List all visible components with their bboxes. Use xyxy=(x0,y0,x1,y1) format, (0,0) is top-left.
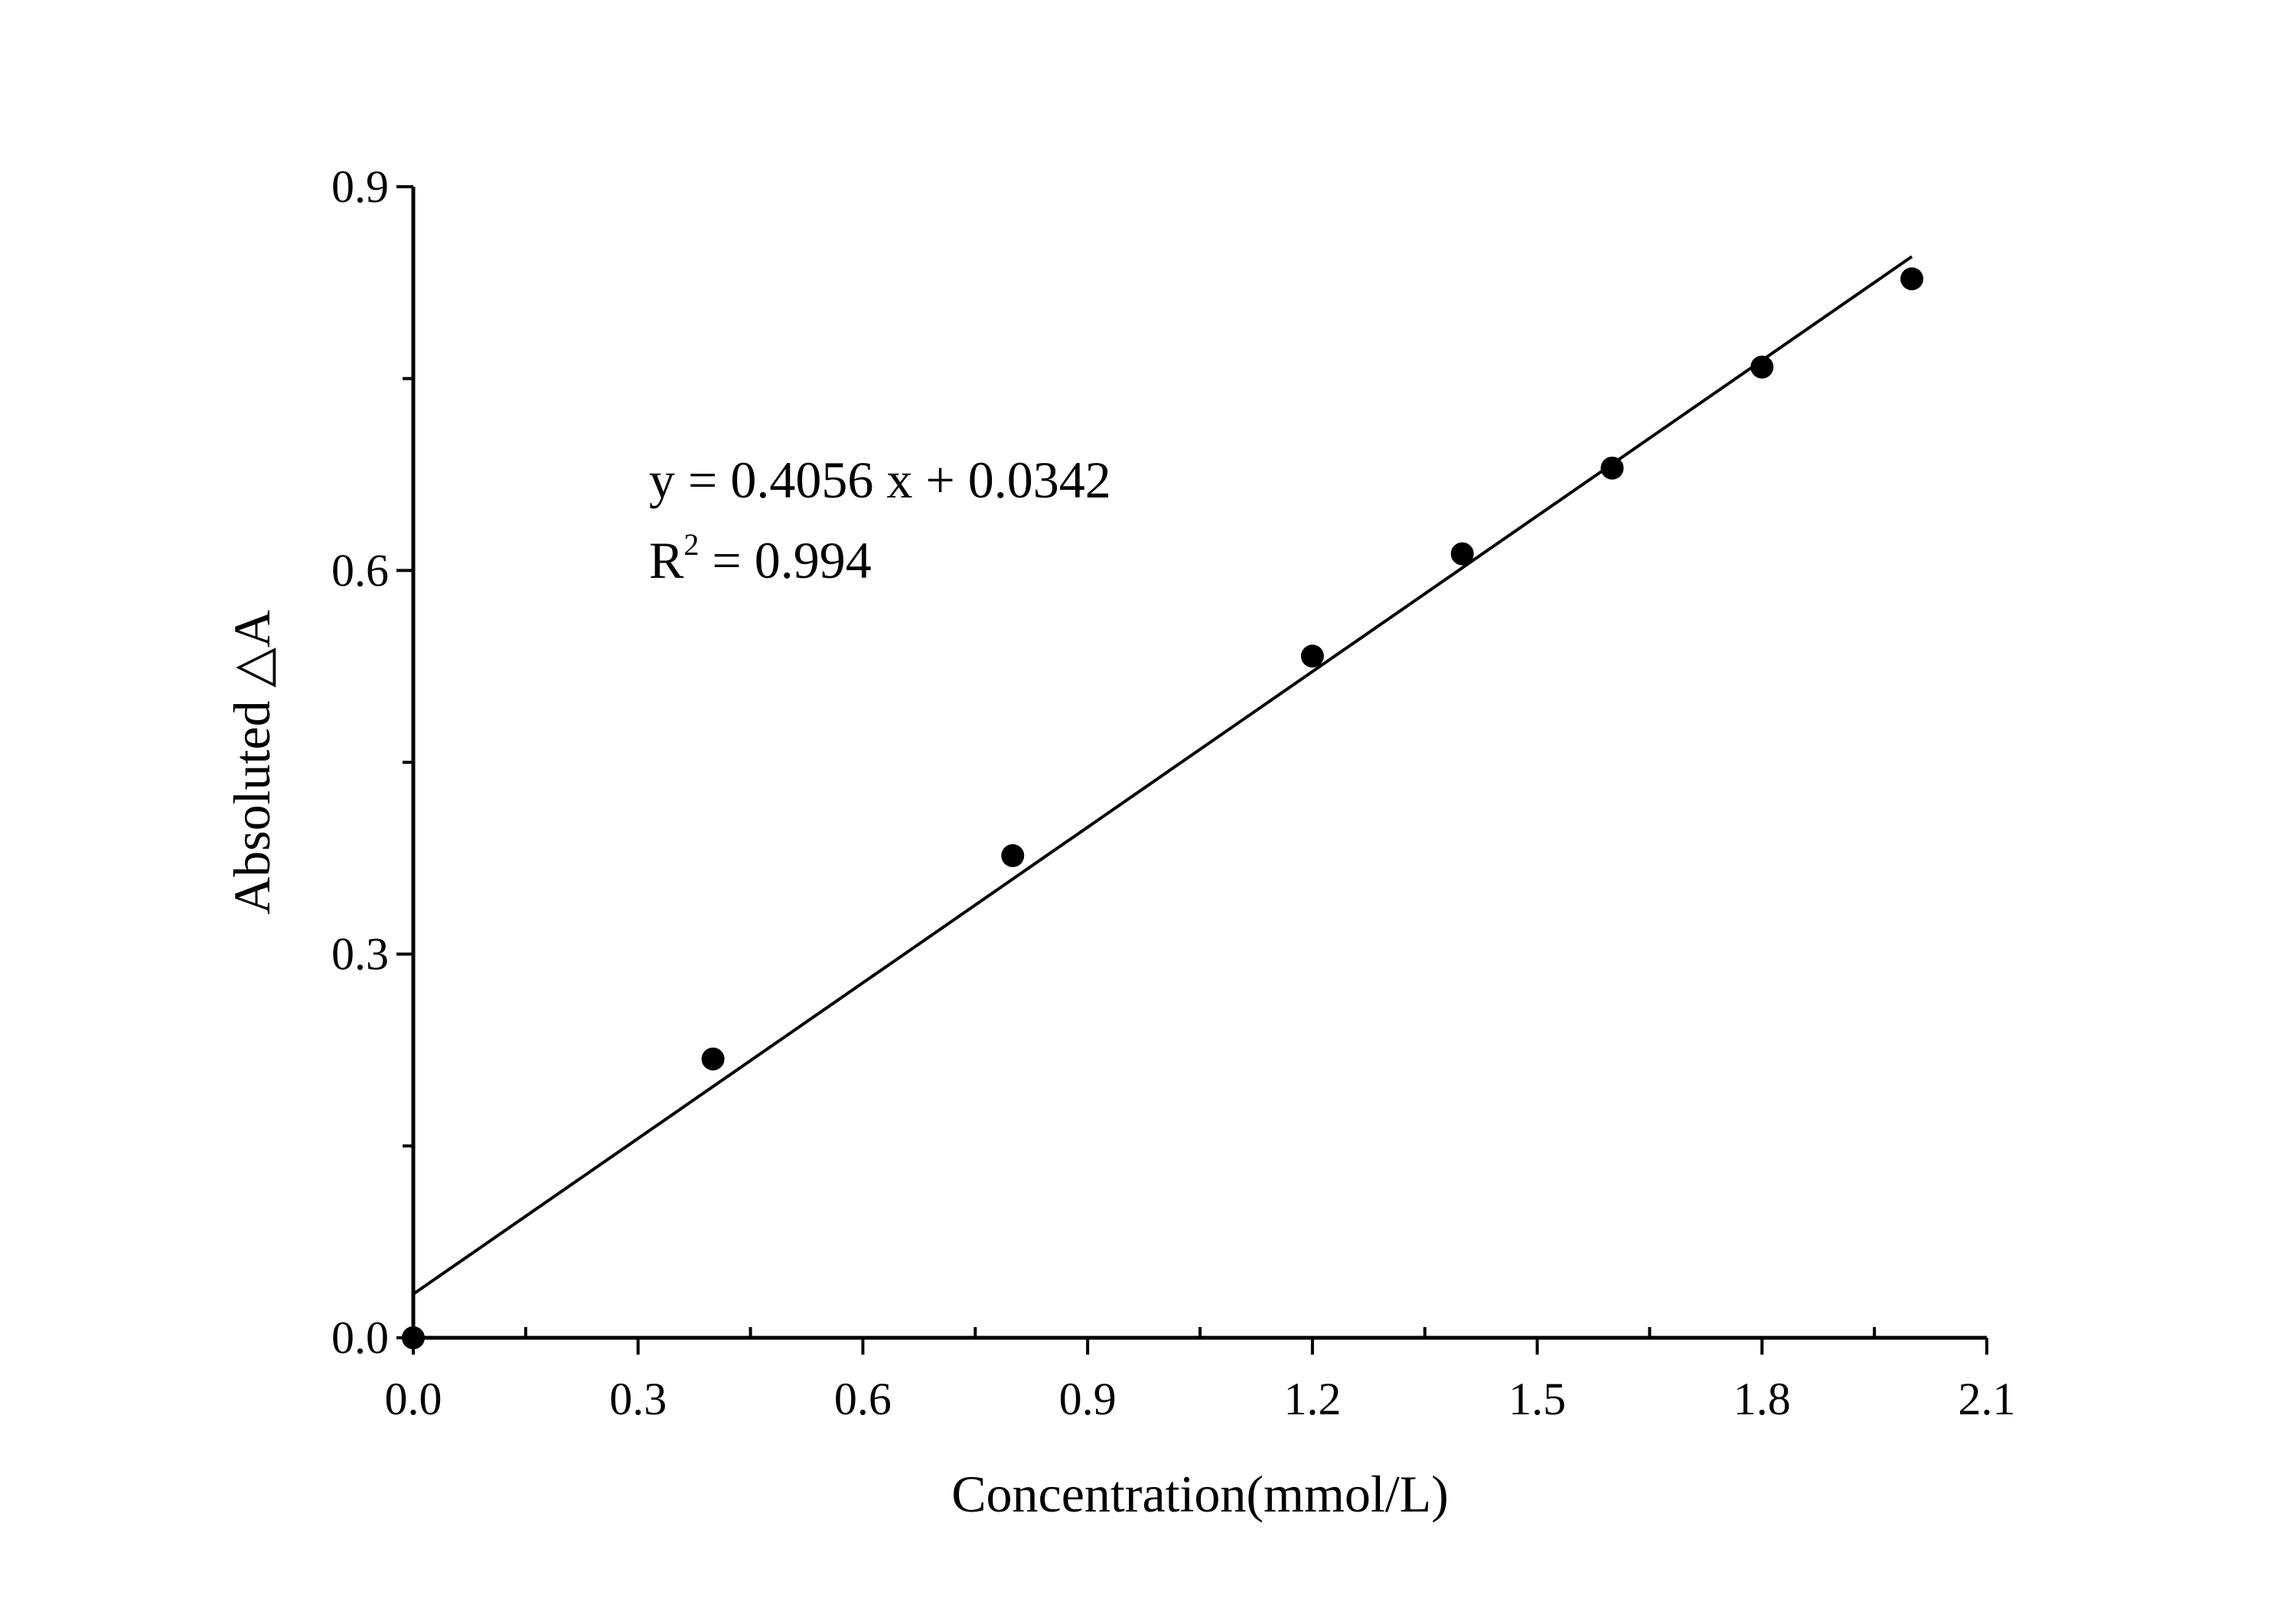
x-axis-title: Concentration(mmol/L) xyxy=(951,1465,1449,1523)
r-squared: R2 = 0.994 xyxy=(649,527,872,589)
data-point xyxy=(1001,843,1025,867)
fit-line-group xyxy=(412,255,1913,1296)
y-axis-title: Absoluted △A xyxy=(223,610,281,915)
y-tick-label: 0.9 xyxy=(331,161,389,212)
y-tick-label: 0.0 xyxy=(331,1313,389,1363)
x-tick-label: 1.8 xyxy=(1733,1374,1791,1424)
fit-equation: y = 0.4056 x + 0.0342 xyxy=(649,451,1111,509)
x-tick-label: 1.2 xyxy=(1283,1374,1341,1424)
data-point xyxy=(1450,542,1474,566)
y-tick-label: 0.3 xyxy=(331,929,389,980)
x-tick-label: 0.3 xyxy=(609,1374,667,1424)
data-point xyxy=(402,1326,425,1349)
x-tick-label: 0.0 xyxy=(385,1374,442,1424)
data-points xyxy=(402,267,1924,1349)
x-tick-label: 0.9 xyxy=(1059,1374,1117,1424)
x-tick-label: 0.6 xyxy=(834,1374,892,1424)
y-tick-label: 0.6 xyxy=(331,545,389,595)
x-tick-label: 2.1 xyxy=(1958,1374,2016,1424)
fit-line xyxy=(412,255,1913,1296)
data-point xyxy=(1900,267,1924,291)
axes xyxy=(411,187,1987,1340)
data-point xyxy=(1300,644,1324,668)
data-point xyxy=(1600,456,1624,480)
x-tick-label: 1.5 xyxy=(1508,1374,1566,1424)
data-point xyxy=(1750,355,1774,379)
data-point xyxy=(701,1047,725,1071)
ticks: 0.0 0.3 0.6 0.9 1.2 1.5 1.8 2.1 0.0 0.3 0.6 0.9 xyxy=(331,161,2016,1424)
